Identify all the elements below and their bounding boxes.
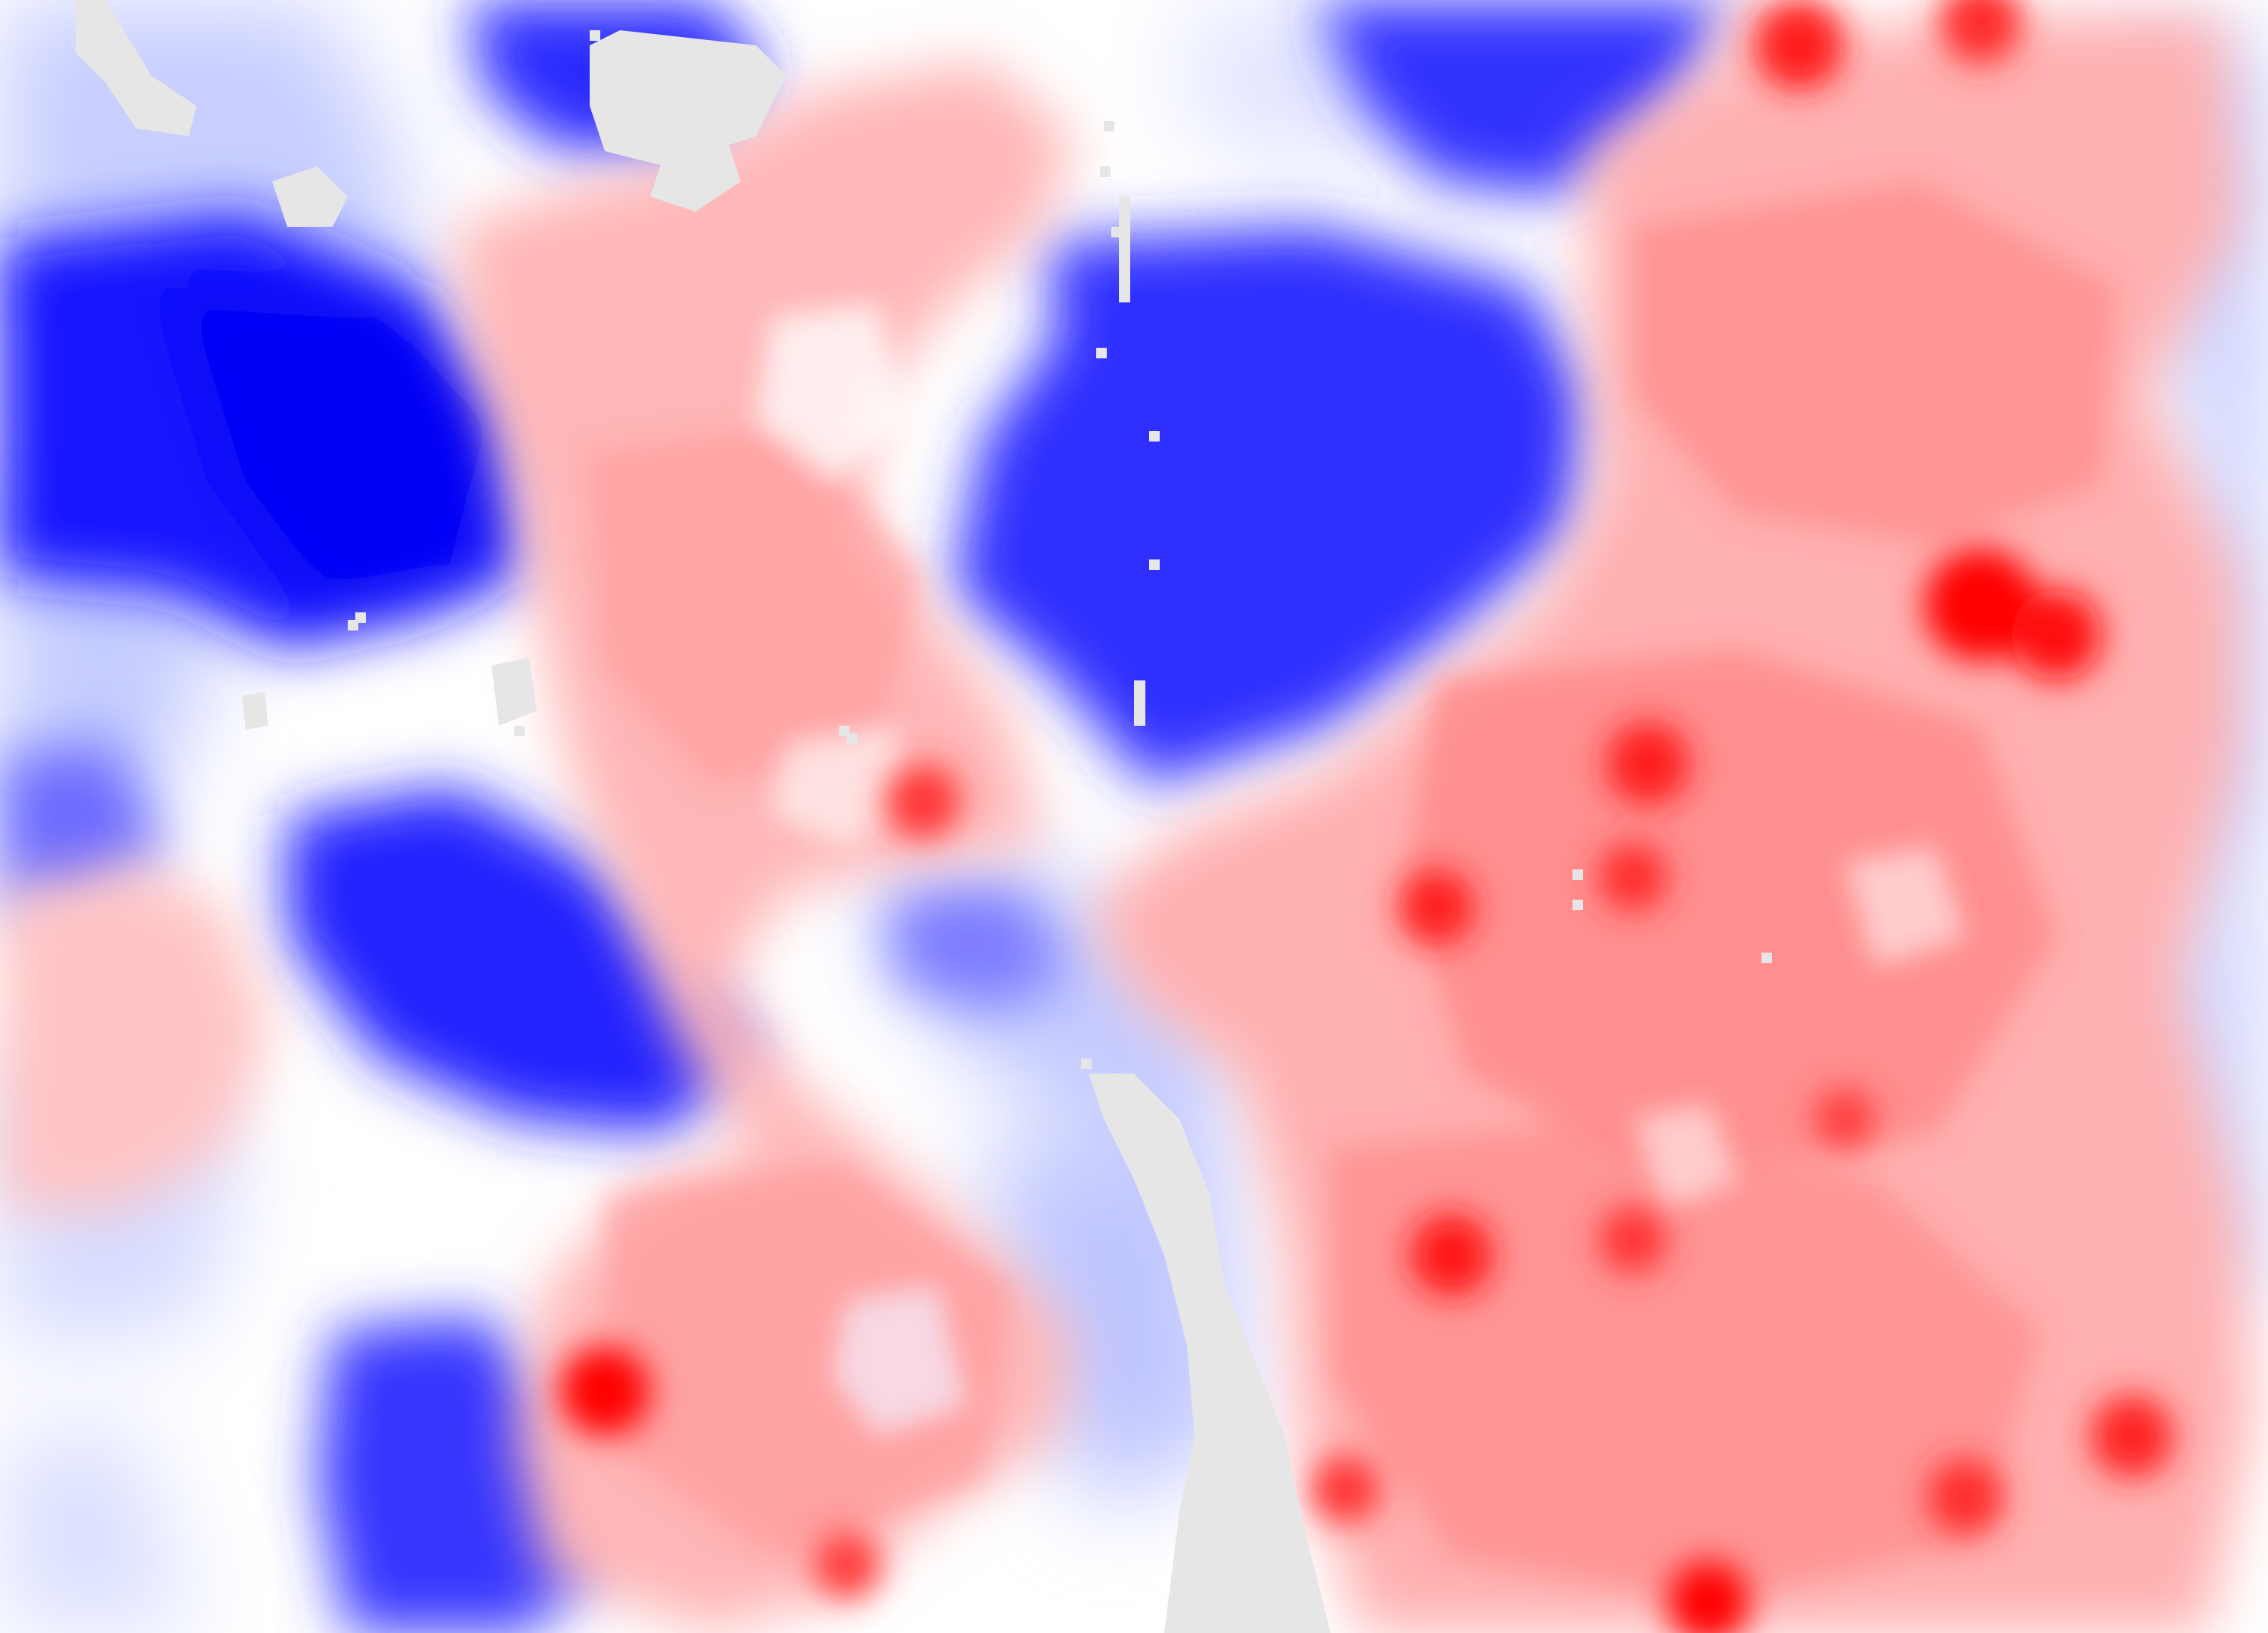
no-data-pixel: [1761, 953, 1772, 963]
hotspot: [1599, 1206, 1667, 1274]
no-data-pixel: [355, 612, 366, 623]
no-data-pixel: [665, 76, 676, 86]
hotspot: [1814, 1089, 1875, 1149]
no-data-pixel: [680, 83, 691, 94]
hotspot: [2090, 1395, 2174, 1478]
hotspot: [1928, 1459, 2003, 1535]
no-data-pixel: [1111, 227, 1122, 237]
hotspot: [1667, 1561, 1750, 1633]
no-data-pixel: [1096, 348, 1107, 358]
hotspot: [2011, 590, 2102, 680]
hotspot: [1606, 722, 1690, 805]
no-data-pixel: [847, 733, 857, 744]
hotspot: [559, 1346, 650, 1436]
hotspot: [885, 764, 960, 839]
strong-positive-patches: [590, 181, 2117, 1603]
no-data-areas: [76, 0, 1331, 1633]
hotspot: [1924, 548, 2037, 662]
hotspots: [559, 0, 2174, 1633]
hotspot: [1312, 1455, 1380, 1523]
no-data-pixel: [1572, 869, 1583, 880]
hotspot: [1599, 843, 1667, 911]
hotspot: [1410, 1213, 1493, 1297]
no-data-pixel: [590, 30, 600, 41]
no-data-pixel: [627, 45, 638, 56]
no-data-pixel: [1100, 166, 1111, 177]
no-data-pixel: [514, 726, 525, 736]
no-data-pixel: [1149, 559, 1160, 570]
hotspot: [813, 1531, 881, 1599]
no-data-pixel: [1081, 1058, 1092, 1069]
neutral-pockets: [756, 302, 1966, 1436]
no-data-speckles: [348, 30, 1772, 1069]
hotspot: [1939, 0, 2022, 64]
hotspot: [1754, 0, 1845, 91]
no-data-pixel: [1572, 900, 1583, 910]
no-data-pixel: [1149, 431, 1160, 442]
hotspot: [1399, 869, 1474, 945]
no-data-pixel: [1104, 121, 1114, 132]
